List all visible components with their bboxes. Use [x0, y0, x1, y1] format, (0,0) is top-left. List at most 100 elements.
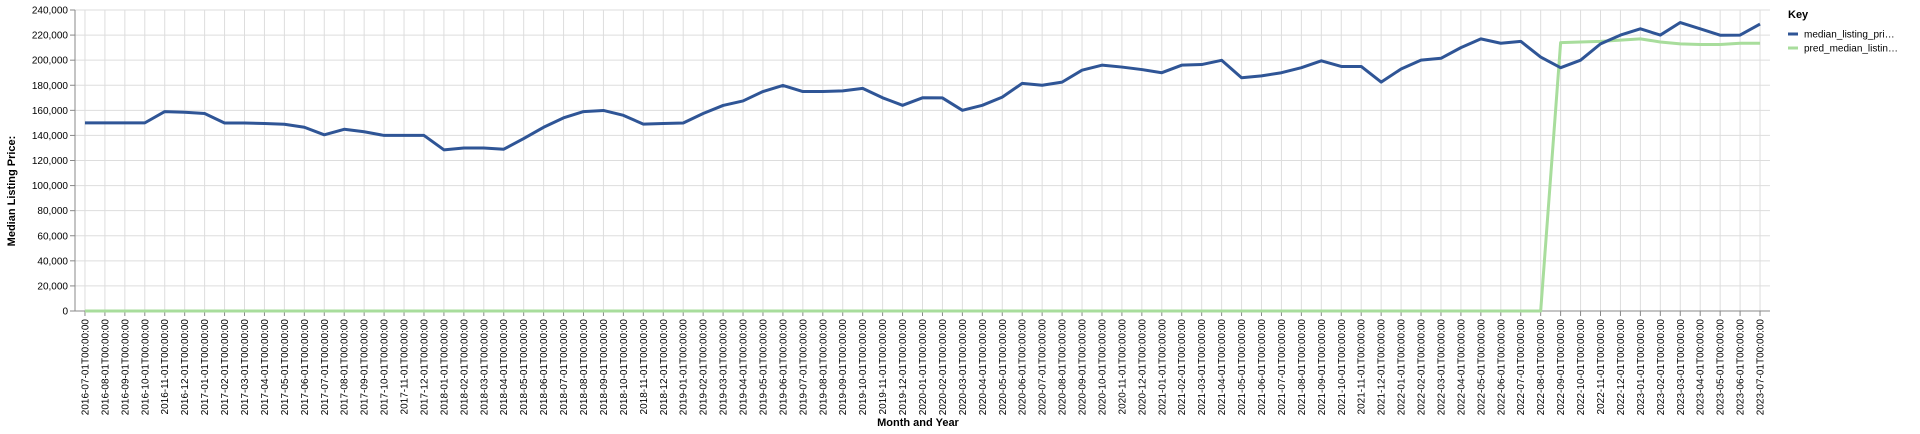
x-tick-label: 2017-07-01T00:00:00: [320, 319, 331, 416]
x-tick-label: 2022-08-01T00:00:00: [1536, 319, 1547, 416]
x-tick-label: 2020-02-01T00:00:00: [938, 319, 949, 416]
x-tick-label: 2018-11-01T00:00:00: [639, 319, 650, 415]
x-tick-label: 2022-06-01T00:00:00: [1496, 319, 1507, 416]
x-tick-label: 2019-06-01T00:00:00: [778, 319, 789, 416]
x-tick-label: 2019-12-01T00:00:00: [898, 319, 909, 416]
x-tick-label: 2020-09-01T00:00:00: [1078, 319, 1089, 416]
x-tick-label: 2022-03-01T00:00:00: [1436, 319, 1447, 416]
x-tick-label: 2021-03-01T00:00:00: [1197, 319, 1208, 416]
x-tick-label: 2022-05-01T00:00:00: [1476, 319, 1487, 416]
x-tick-label: 2023-01-01T00:00:00: [1636, 319, 1647, 416]
x-tick-label: 2017-01-01T00:00:00: [200, 319, 211, 416]
x-tick-label: 2018-04-01T00:00:00: [499, 319, 510, 416]
x-tick-label: 2019-11-01T00:00:00: [878, 319, 889, 415]
series-lines: [84, 21, 1761, 313]
y-axis-title: Median Listing Price:: [6, 136, 18, 247]
x-tick-label: 2021-09-01T00:00:00: [1317, 319, 1328, 416]
y-axis: 0 20,000 40,000 60,000 80,000 100,000 120,000 1…: [32, 6, 76, 318]
x-tick-label: 2018-07-01T00:00:00: [559, 319, 570, 416]
x-tick-label: 2019-04-01T00:00:00: [739, 319, 750, 416]
x-tick-label: 2023-06-01T00:00:00: [1736, 319, 1747, 416]
x-tick-label: 2023-04-01T00:00:00: [1696, 319, 1707, 416]
y-tick-label: 200,000: [32, 56, 69, 67]
x-tick-label: 2021-06-01T00:00:00: [1257, 319, 1268, 416]
x-tick-label: 2020-03-01T00:00:00: [958, 319, 969, 416]
x-tick-label: 2020-10-01T00:00:00: [1097, 319, 1108, 416]
x-tick-label: 2022-04-01T00:00:00: [1456, 319, 1467, 416]
x-tick-label: 2019-01-01T00:00:00: [679, 319, 690, 416]
x-tick-label: 2019-03-01T00:00:00: [719, 319, 730, 416]
gridlines: [75, 9, 1770, 312]
x-tick-label: 2018-06-01T00:00:00: [539, 319, 550, 416]
x-tick-label: 2019-09-01T00:00:00: [838, 319, 849, 416]
x-tick-label: 2017-05-01T00:00:00: [280, 319, 291, 416]
x-tick-label: 2023-03-01T00:00:00: [1676, 319, 1687, 416]
x-tick-label: 2022-10-01T00:00:00: [1576, 319, 1587, 416]
legend-entry: pred_median_listin…: [1804, 44, 1898, 55]
x-tick-label: 2018-05-01T00:00:00: [519, 319, 530, 416]
y-tick-label: 140,000: [32, 131, 69, 142]
x-tick-label: 2017-11-01T00:00:00: [400, 319, 411, 415]
x-tick-label: 2022-02-01T00:00:00: [1417, 319, 1428, 416]
y-tick-label: 180,000: [32, 81, 69, 92]
x-tick-label: 2022-07-01T00:00:00: [1516, 319, 1527, 416]
x-tick-label: 2021-04-01T00:00:00: [1217, 319, 1228, 416]
x-tick-label: 2017-10-01T00:00:00: [380, 319, 391, 416]
x-tick-label: 2017-04-01T00:00:00: [260, 319, 271, 416]
legend-title: Key: [1788, 9, 1809, 21]
x-tick-label: 2020-05-01T00:00:00: [998, 319, 1009, 416]
x-tick-label: 2016-11-01T00:00:00: [160, 319, 171, 415]
x-tick-label: 2020-07-01T00:00:00: [1038, 319, 1049, 416]
x-tick-label: 2021-11-01T00:00:00: [1357, 319, 1368, 415]
y-tick-label: 80,000: [37, 206, 68, 217]
x-tick-label: 2020-01-01T00:00:00: [918, 319, 929, 416]
x-tick-label: 2022-09-01T00:00:00: [1556, 319, 1567, 416]
x-tick-label: 2017-03-01T00:00:00: [240, 319, 251, 416]
y-tick-label: 220,000: [32, 31, 69, 42]
x-tick-label: 2017-06-01T00:00:00: [300, 319, 311, 416]
x-tick-label: 2020-08-01T00:00:00: [1058, 319, 1069, 416]
x-tick-label: 2016-09-01T00:00:00: [120, 319, 131, 416]
x-tick-label: 2023-05-01T00:00:00: [1716, 319, 1727, 416]
x-tick-label: 2018-12-01T00:00:00: [659, 319, 670, 416]
y-tick-label: 120,000: [32, 156, 69, 167]
x-tick-label: 2016-07-01T00:00:00: [80, 319, 91, 416]
y-tick-label: 60,000: [37, 231, 68, 242]
y-tick-label: 160,000: [32, 106, 69, 117]
x-tick-label: 2018-10-01T00:00:00: [619, 319, 630, 416]
series-line-median-listing-price: [84, 21, 1761, 152]
y-tick-label: 240,000: [32, 6, 69, 17]
y-tick-label: 0: [62, 307, 68, 318]
y-tick-label: 20,000: [37, 281, 68, 292]
x-tick-label: 2021-10-01T00:00:00: [1337, 319, 1348, 416]
legend: Key median_listing_pri… pred_median_listin…: [1788, 9, 1898, 55]
x-tick-label: 2020-11-01T00:00:00: [1117, 319, 1128, 415]
x-tick-label: 2021-08-01T00:00:00: [1297, 319, 1308, 416]
x-tick-label: 2022-12-01T00:00:00: [1616, 319, 1627, 416]
x-tick-label: 2021-02-01T00:00:00: [1177, 319, 1188, 416]
x-tick-label: 2023-07-01T00:00:00: [1756, 319, 1767, 416]
x-tick-label: 2018-03-01T00:00:00: [479, 319, 490, 416]
y-tick-label: 100,000: [32, 181, 69, 192]
series-line-pred-median-listing-price: [84, 37, 1761, 313]
x-axis-title: Month and Year: [877, 417, 959, 429]
x-tick-label: 2016-12-01T00:00:00: [180, 319, 191, 416]
x-tick-label: 2018-01-01T00:00:00: [439, 319, 450, 416]
x-tick-label: 2021-12-01T00:00:00: [1377, 319, 1388, 416]
x-tick-label: 2022-11-01T00:00:00: [1596, 319, 1607, 415]
x-tick-label: 2018-09-01T00:00:00: [599, 319, 610, 416]
x-tick-label: 2017-08-01T00:00:00: [340, 319, 351, 416]
legend-entry: median_listing_pri…: [1804, 30, 1895, 41]
x-tick-label: 2017-02-01T00:00:00: [220, 319, 231, 416]
x-tick-label: 2018-02-01T00:00:00: [459, 319, 470, 416]
x-tick-label: 2019-10-01T00:00:00: [858, 319, 869, 416]
x-tick-label: 2019-08-01T00:00:00: [818, 319, 829, 416]
x-tick-label: 2021-05-01T00:00:00: [1237, 319, 1248, 416]
x-tick-label: 2016-08-01T00:00:00: [100, 319, 111, 416]
x-tick-label: 2016-10-01T00:00:00: [140, 319, 151, 416]
x-tick-label: 2020-12-01T00:00:00: [1137, 319, 1148, 416]
x-tick-label: 2019-02-01T00:00:00: [699, 319, 710, 416]
x-tick-label: 2019-07-01T00:00:00: [798, 319, 809, 416]
y-tick-label: 40,000: [37, 256, 68, 267]
